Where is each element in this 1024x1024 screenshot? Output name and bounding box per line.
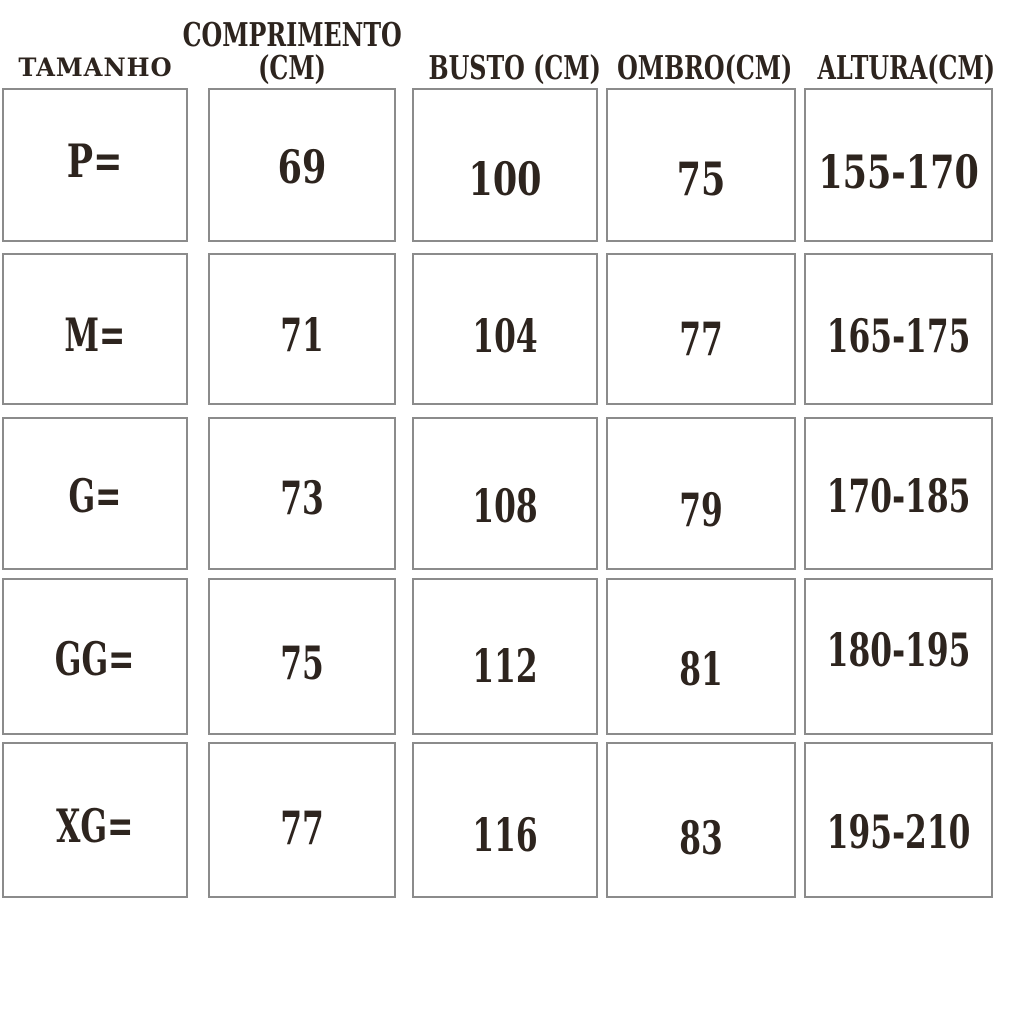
cell-value: 73 [280, 470, 324, 525]
cell-row2-busto: 104 [412, 253, 598, 405]
column-header-busto: BUSTO (CM) [422, 24, 608, 84]
cell-value: 69 [277, 140, 327, 194]
cell-row4-comprimento: 75 [208, 578, 396, 735]
column-header-label: TAMANHO [17, 53, 173, 82]
cell-value: 77 [280, 801, 324, 855]
cell-value: 108 [472, 478, 538, 533]
cell-value: 75 [280, 635, 324, 690]
column-header-tamanho: TAMANHO [2, 24, 188, 84]
cell-row2-comprimento: 71 [208, 253, 396, 405]
cell-value: 71 [280, 308, 324, 362]
cell-value: P= [67, 134, 123, 188]
cell-row4-tamanho: GG= [2, 578, 188, 735]
cell-value: XG= [56, 799, 134, 853]
cell-value: 155-170 [818, 145, 979, 199]
cell-row3-ombro: 79 [606, 417, 796, 570]
column-header-label: OMBRO(CM) [617, 48, 793, 87]
cell-row4-ombro: 81 [606, 578, 796, 735]
cell-row2-ombro: 77 [606, 253, 796, 405]
cell-row1-altura: 155-170 [804, 88, 993, 242]
cell-row1-busto: 100 [412, 88, 598, 242]
cell-row2-altura: 165-175 [804, 253, 993, 405]
cell-value: 116 [472, 808, 538, 862]
cell-row5-busto: 116 [412, 742, 598, 898]
cell-row1-ombro: 75 [606, 88, 796, 242]
cell-value: 170-185 [826, 468, 971, 523]
cell-value: 195-210 [826, 805, 971, 859]
cell-value: 77 [679, 312, 723, 366]
cell-value: 81 [679, 641, 723, 696]
column-header-label: ALTURA(CM) [817, 48, 996, 87]
cell-row1-tamanho: P= [2, 88, 188, 242]
cell-row2-tamanho: M= [2, 253, 188, 405]
cell-value: M= [64, 308, 126, 362]
column-header-comprimento: COMPRIMENTO (CM) [182, 18, 401, 87]
cell-value: GG= [55, 631, 135, 686]
cell-row5-altura: 195-210 [804, 742, 993, 898]
column-header-label-line1: COMPRIMENTO [182, 15, 402, 54]
column-header-label-line2: (CM) [258, 48, 326, 87]
cell-row5-comprimento: 77 [208, 742, 396, 898]
cell-value: 100 [468, 152, 542, 206]
cell-value: 75 [676, 152, 726, 206]
cell-value: 79 [679, 482, 723, 537]
cell-row4-busto: 112 [412, 578, 598, 735]
cell-row1-comprimento: 69 [208, 88, 396, 242]
cell-row5-tamanho: XG= [2, 742, 188, 898]
cell-row3-comprimento: 73 [208, 417, 396, 570]
cell-value: 180-195 [826, 622, 971, 677]
cell-row3-tamanho: G= [2, 417, 188, 570]
cell-row3-busto: 108 [412, 417, 598, 570]
column-header-altura: ALTURA(CM) [812, 24, 1001, 84]
cell-value: 104 [472, 309, 538, 363]
column-header-ombro: OMBRO(CM) [610, 24, 800, 84]
cell-row5-ombro: 83 [606, 742, 796, 898]
cell-value: 165-175 [826, 309, 971, 363]
cell-value: 83 [679, 811, 723, 865]
cell-row4-altura: 180-195 [804, 578, 993, 735]
cell-row3-altura: 170-185 [804, 417, 993, 570]
column-header-label: BUSTO (CM) [428, 48, 602, 87]
cell-value: G= [68, 468, 122, 523]
cell-value: 112 [472, 638, 538, 693]
